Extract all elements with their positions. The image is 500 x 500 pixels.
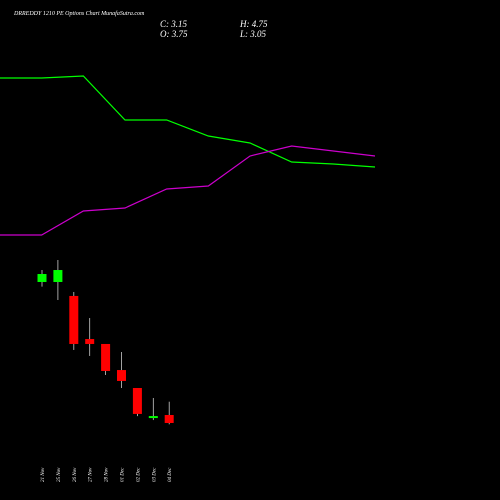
x-tick-label: 01 Dec: [121, 467, 126, 482]
x-tick-label: 25 Nov: [57, 467, 62, 482]
candle-body: [101, 343, 111, 371]
high-label: H: 4.75: [239, 19, 268, 29]
open-label: O: 3.75: [160, 29, 188, 39]
candle-body: [37, 274, 47, 282]
candle-body: [148, 416, 158, 419]
line: [0, 145, 376, 236]
x-tick-label: 28 Nov: [105, 467, 110, 482]
chart-title: DRREDDY 1210 PE Options Chart MunafaSutr…: [13, 10, 145, 17]
candle-body: [53, 270, 63, 282]
x-tick-label: 27 Nov: [89, 467, 94, 482]
x-tick-label: 02 Dec: [136, 467, 141, 482]
close-label: C: 3.15: [160, 19, 188, 29]
x-tick-label: 03 Dec: [152, 467, 157, 482]
candle-body: [164, 415, 174, 423]
candle-body: [85, 339, 95, 344]
x-tick-label: 21 Nov: [41, 467, 46, 482]
x-tick-label: 26 Nov: [73, 467, 78, 482]
candle-body: [117, 370, 126, 381]
candle-body: [69, 295, 79, 344]
x-tick-label: 04 Dec: [168, 467, 173, 482]
low-label: L: 3.05: [239, 29, 267, 39]
line: [0, 75, 376, 168]
candle-body: [132, 388, 142, 414]
